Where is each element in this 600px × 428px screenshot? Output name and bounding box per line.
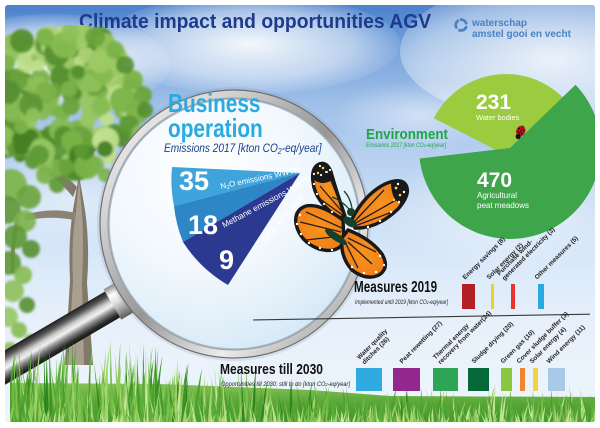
svg-text:35: 35 [179,166,209,196]
svg-text:9: 9 [219,245,234,275]
svg-text:18: 18 [188,210,218,240]
